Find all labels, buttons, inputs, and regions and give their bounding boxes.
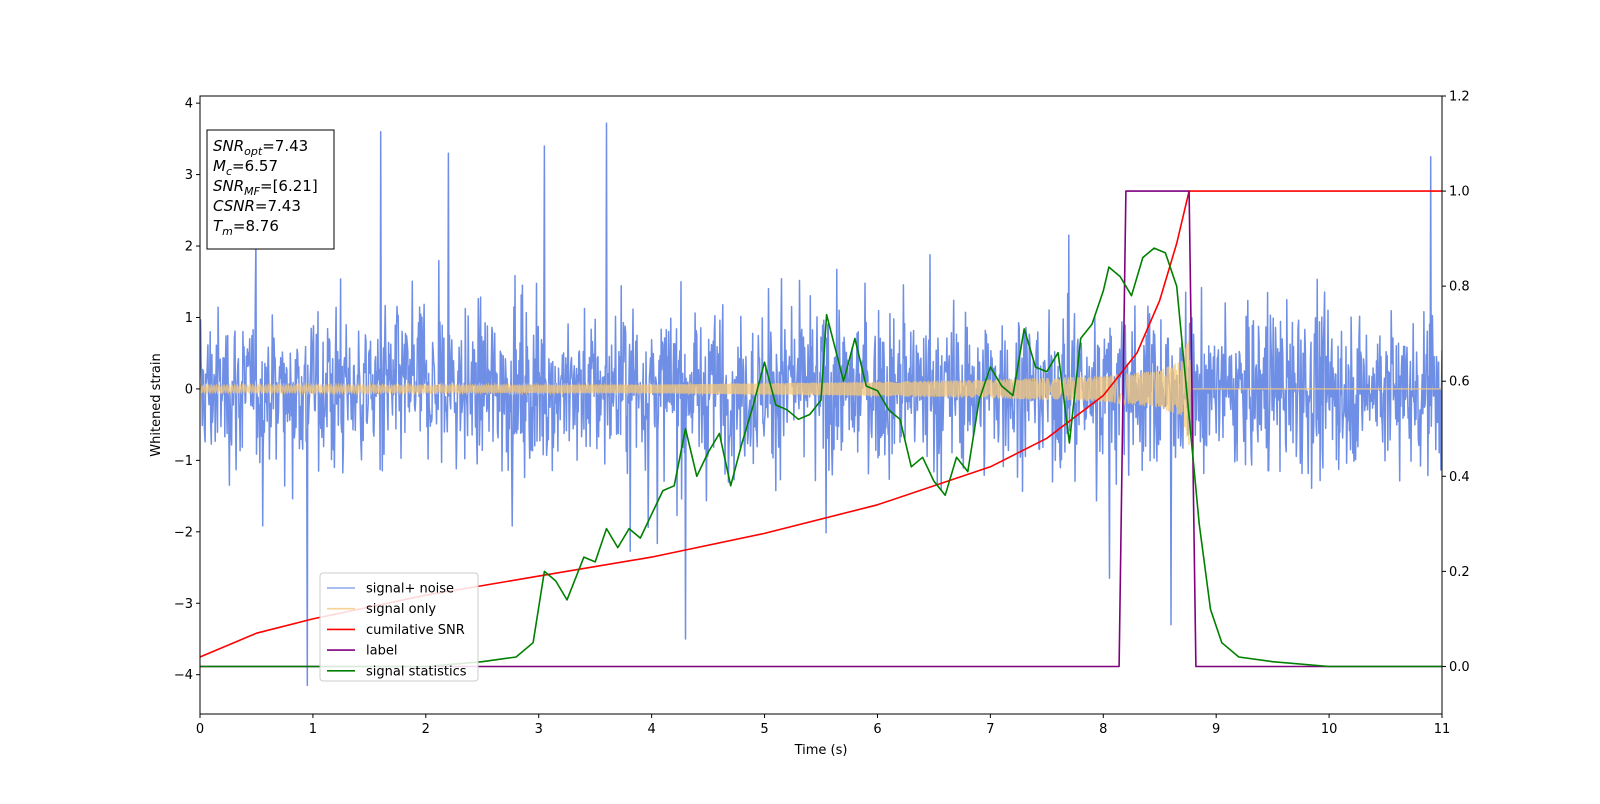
legend-frame xyxy=(319,572,479,682)
legend-label: signal only xyxy=(366,602,436,617)
x-tick-label: 7 xyxy=(986,722,994,737)
info-value: =8.76 xyxy=(233,217,279,235)
legend-label: cumilative SNR xyxy=(366,623,465,638)
y-tick-label-left: −1 xyxy=(174,454,193,469)
legend: signal+ noise signal only cumilative SNR la… xyxy=(319,572,479,682)
info-box-row: Tm=8.76 xyxy=(213,217,279,238)
info-sub: MF xyxy=(244,185,260,198)
info-var: M xyxy=(213,157,226,175)
info-var: T xyxy=(213,217,224,235)
y-tick-label-left: −2 xyxy=(174,525,193,540)
info-box-row: CSNR=7.43 xyxy=(213,197,301,215)
info-value: =7.43 xyxy=(255,197,301,215)
series-line-label xyxy=(200,190,1442,668)
legend-label: signal statistics xyxy=(366,664,467,679)
y-tick-label-left: −3 xyxy=(174,597,193,612)
y-tick-label-left: 1 xyxy=(185,311,193,326)
series-line-signal-noise xyxy=(200,122,1442,687)
x-axis-label: Time (s) xyxy=(794,743,848,758)
info-box-frame xyxy=(206,129,335,250)
y-tick-label-right: 1.0 xyxy=(1449,185,1470,200)
info-value: =7.43 xyxy=(262,137,308,155)
y-axis-right: 0.0 0.2 0.4 0.6 0.8 1.0 1.2 xyxy=(1442,90,1470,675)
y-tick-label-left: 3 xyxy=(185,168,193,183)
x-tick-label: 1 xyxy=(309,722,317,737)
info-sub: opt xyxy=(244,145,263,158)
y-tick-label-right: 0.4 xyxy=(1449,470,1470,485)
x-tick-label: 2 xyxy=(422,722,430,737)
info-sub: c xyxy=(226,165,232,178)
y-tick-label-left: 0 xyxy=(185,382,193,397)
legend-label: label xyxy=(366,644,397,659)
info-var: CSNR xyxy=(213,197,255,215)
info-value: =6.57 xyxy=(232,157,278,175)
y-axis-label: Whitened strain xyxy=(149,353,164,456)
x-tick-label: 0 xyxy=(196,722,204,737)
x-tick-label: 4 xyxy=(647,722,655,737)
y-tick-label-left: 4 xyxy=(185,97,193,112)
y-tick-label-right: 0.8 xyxy=(1449,280,1470,295)
info-var: SNR xyxy=(213,177,244,195)
y-tick-label-left: 2 xyxy=(185,240,193,255)
info-box-row: SNRMF=[6.21] xyxy=(213,177,318,198)
info-box-row: Mc=6.57 xyxy=(213,157,278,178)
x-tick-label: 5 xyxy=(760,722,768,737)
x-tick-label: 10 xyxy=(1321,722,1338,737)
info-var: SNR xyxy=(213,137,244,155)
series-line-signal-statistics xyxy=(200,247,1442,668)
y-tick-label-right: 0.6 xyxy=(1449,375,1470,390)
y-tick-label-right: 0.0 xyxy=(1449,660,1470,675)
info-box: SNRopt=7.43Mc=6.57SNRMF=[6.21]CSNR=7.43T… xyxy=(206,129,335,250)
x-tick-label: 8 xyxy=(1099,722,1107,737)
x-tick-label: 6 xyxy=(873,722,881,737)
x-tick-label: 11 xyxy=(1434,722,1451,737)
x-axis: 0 1 2 3 4 5 6 7 8 9 10 11 xyxy=(196,714,1450,737)
series-line-signal-only xyxy=(200,340,1442,446)
y-axis-left: −4 −3 −2 −1 0 1 2 3 4 xyxy=(174,97,200,683)
plot-frame xyxy=(199,95,1443,715)
legend-label: signal+ noise xyxy=(366,582,454,597)
x-tick-label: 3 xyxy=(535,722,543,737)
y-tick-label-right: 0.2 xyxy=(1449,565,1470,580)
info-value: =[6.21] xyxy=(260,177,318,195)
y-tick-label-right: 1.2 xyxy=(1449,90,1470,105)
info-box-row: SNRopt=7.43 xyxy=(213,137,308,158)
x-tick-label: 9 xyxy=(1212,722,1220,737)
y-tick-label-left: −4 xyxy=(174,668,193,683)
info-sub: m xyxy=(222,225,233,238)
